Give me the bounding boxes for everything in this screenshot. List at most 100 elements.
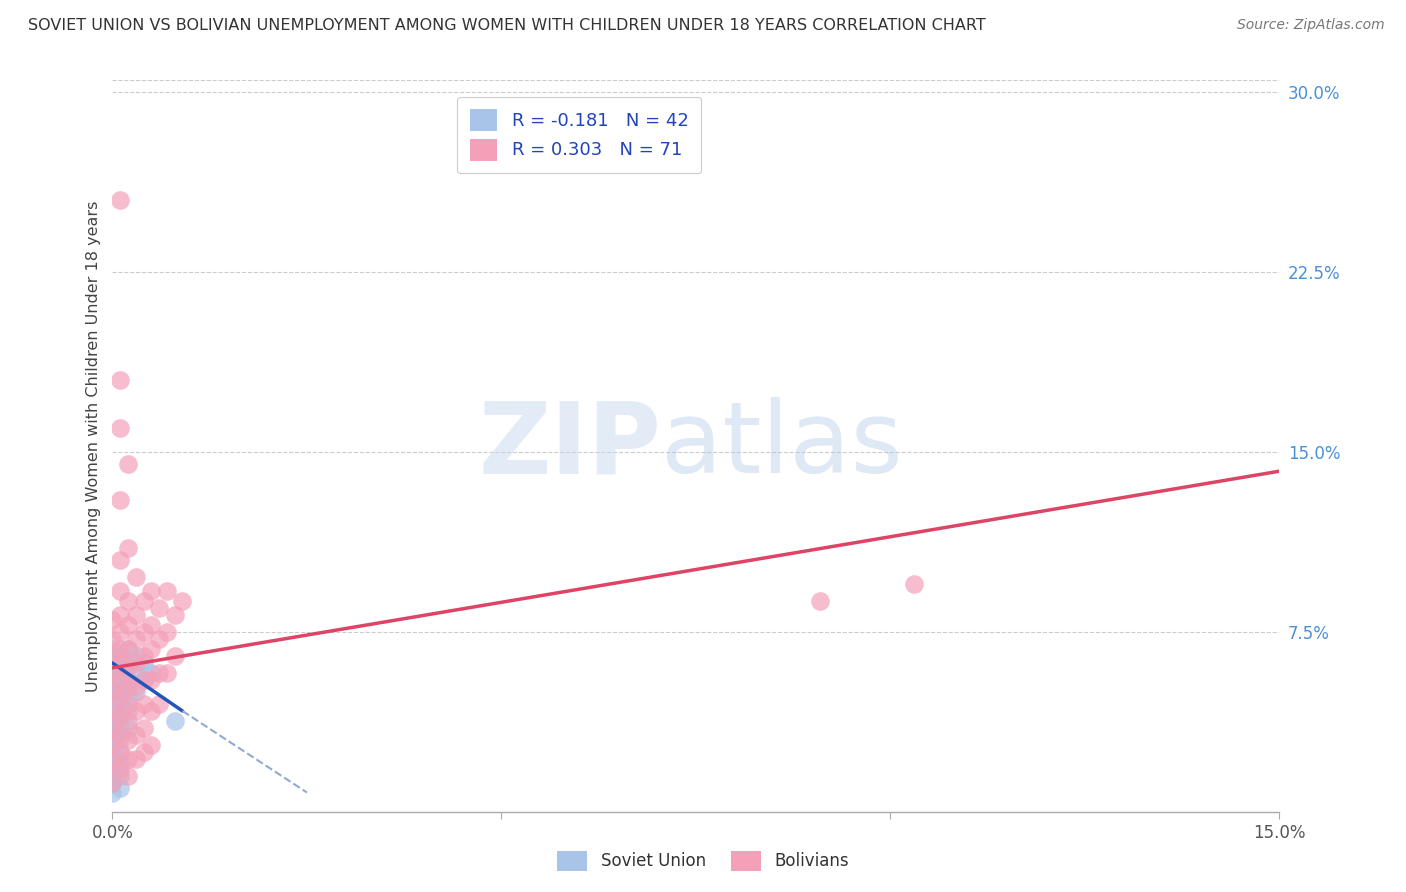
- Point: [117, 661, 139, 675]
- Point: [141, 665, 163, 680]
- Point: [148, 697, 170, 711]
- Point: [117, 656, 139, 670]
- Point: [110, 641, 132, 656]
- Point: [132, 673, 155, 687]
- Point: [110, 708, 132, 723]
- Point: [125, 665, 148, 680]
- Point: [101, 738, 124, 752]
- Point: [101, 665, 124, 680]
- Point: [132, 648, 155, 663]
- Point: [125, 704, 148, 718]
- Text: Source: ZipAtlas.com: Source: ZipAtlas.com: [1237, 18, 1385, 32]
- Point: [110, 708, 132, 723]
- Point: [110, 762, 132, 776]
- Point: [141, 617, 163, 632]
- Point: [117, 680, 139, 694]
- Point: [110, 656, 132, 670]
- Point: [101, 632, 124, 646]
- Point: [101, 656, 124, 670]
- Point: [903, 577, 925, 591]
- Legend: Soviet Union, Bolivians: Soviet Union, Bolivians: [548, 842, 858, 880]
- Point: [110, 661, 132, 675]
- Point: [125, 632, 148, 646]
- Point: [101, 776, 124, 790]
- Point: [110, 728, 132, 742]
- Point: [110, 756, 132, 771]
- Point: [125, 648, 148, 663]
- Point: [132, 624, 155, 639]
- Point: [125, 680, 148, 694]
- Point: [132, 697, 155, 711]
- Point: [101, 776, 124, 790]
- Point: [110, 673, 132, 687]
- Point: [110, 745, 132, 759]
- Point: [110, 685, 132, 699]
- Point: [156, 584, 179, 599]
- Point: [101, 613, 124, 627]
- Point: [125, 752, 148, 766]
- Point: [156, 665, 179, 680]
- Point: [117, 732, 139, 747]
- Point: [163, 648, 186, 663]
- Point: [101, 756, 124, 771]
- Point: [156, 624, 179, 639]
- Point: [101, 745, 124, 759]
- Point: [117, 752, 139, 766]
- Y-axis label: Unemployment Among Women with Children Under 18 years: Unemployment Among Women with Children U…: [86, 201, 101, 691]
- Point: [110, 721, 132, 735]
- Point: [110, 492, 132, 507]
- Point: [125, 685, 148, 699]
- Point: [172, 593, 194, 607]
- Point: [110, 584, 132, 599]
- Point: [132, 721, 155, 735]
- Point: [163, 608, 186, 623]
- Point: [132, 593, 155, 607]
- Point: [101, 685, 124, 699]
- Point: [110, 780, 132, 795]
- Point: [117, 769, 139, 783]
- Point: [141, 738, 163, 752]
- Point: [148, 632, 170, 646]
- Point: [117, 697, 139, 711]
- Point: [110, 421, 132, 435]
- Point: [101, 704, 124, 718]
- Point: [117, 704, 139, 718]
- Point: [117, 541, 139, 555]
- Point: [117, 690, 139, 704]
- Point: [810, 593, 832, 607]
- Point: [110, 673, 132, 687]
- Point: [110, 193, 132, 207]
- Point: [101, 714, 124, 728]
- Point: [101, 785, 124, 799]
- Point: [101, 769, 124, 783]
- Point: [125, 608, 148, 623]
- Text: SOVIET UNION VS BOLIVIAN UNEMPLOYMENT AMONG WOMEN WITH CHILDREN UNDER 18 YEARS C: SOVIET UNION VS BOLIVIAN UNEMPLOYMENT AM…: [28, 18, 986, 33]
- Point: [125, 570, 148, 584]
- Point: [110, 373, 132, 387]
- Point: [141, 673, 163, 687]
- Point: [148, 600, 170, 615]
- Point: [132, 745, 155, 759]
- Point: [141, 704, 163, 718]
- Text: atlas: atlas: [661, 398, 903, 494]
- Point: [101, 721, 124, 735]
- Point: [110, 624, 132, 639]
- Point: [117, 593, 139, 607]
- Point: [117, 617, 139, 632]
- Point: [101, 704, 124, 718]
- Point: [101, 752, 124, 766]
- Point: [101, 697, 124, 711]
- Point: [163, 714, 186, 728]
- Point: [110, 769, 132, 783]
- Point: [110, 745, 132, 759]
- Point: [101, 648, 124, 663]
- Point: [141, 641, 163, 656]
- Point: [101, 641, 124, 656]
- Point: [110, 697, 132, 711]
- Point: [117, 641, 139, 656]
- Point: [110, 732, 132, 747]
- Point: [110, 690, 132, 704]
- Point: [125, 728, 148, 742]
- Point: [117, 673, 139, 687]
- Point: [117, 641, 139, 656]
